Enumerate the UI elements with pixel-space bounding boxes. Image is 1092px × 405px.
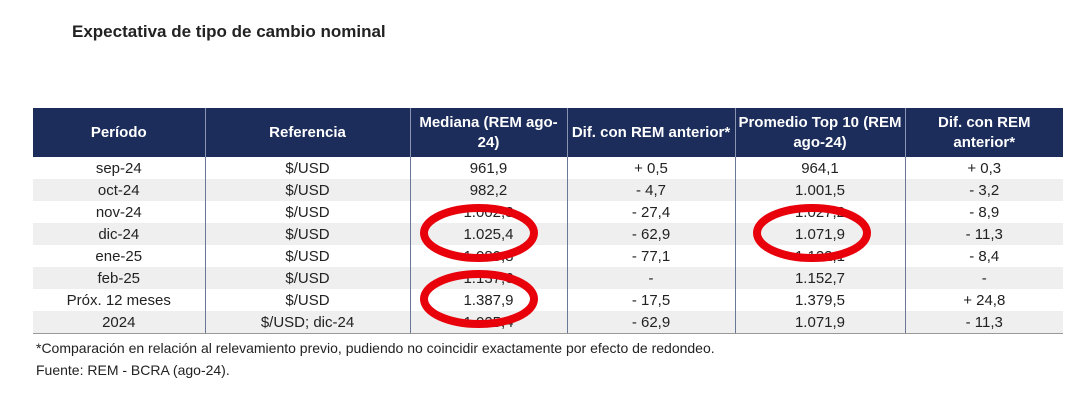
source-note: Fuente: REM - BCRA (ago-24). — [36, 362, 230, 378]
cell-reference: $/USD — [204, 289, 410, 311]
header-median: Mediana (REM ago-24) — [409, 108, 567, 157]
cell-period: 2024 — [33, 311, 205, 334]
header-reference: Referencia — [204, 108, 410, 157]
cell-diff-median: - — [566, 267, 735, 289]
cell-diff-top10: - 8,4 — [904, 245, 1063, 267]
cell-median: 1.025,4 — [409, 223, 567, 245]
cell-top10: 1.071,9 — [734, 223, 905, 245]
header-top10: Promedio Top 10 (REM ago-24) — [734, 108, 905, 157]
cell-top10: 1.027,2 — [734, 201, 905, 223]
cell-diff-median: - 77,1 — [566, 245, 735, 267]
cell-median: 982,2 — [409, 179, 567, 201]
cell-diff-top10: - 3,2 — [904, 179, 1063, 201]
cell-reference: $/USD — [204, 267, 410, 289]
cell-diff-top10: + 24,8 — [904, 289, 1063, 311]
cell-diff-median: - 27,4 — [566, 201, 735, 223]
table-row: sep-24 $/USD 961,9 + 0,5 964,1 + 0,3 — [33, 157, 1063, 179]
cell-top10: 964,1 — [734, 157, 905, 179]
cell-reference: $/USD — [204, 201, 410, 223]
cell-median: 1.080,8 — [409, 245, 567, 267]
cell-reference: $/USD — [204, 223, 410, 245]
cell-period: nov-24 — [95, 203, 142, 221]
page-title: Expectativa de tipo de cambio nominal — [72, 22, 386, 41]
table-row: Próx. 12 meses $/USD 1.387,9- 17,5 1.379,5 +… — [33, 289, 1063, 311]
cell-period: Próx. 12 meses — [66, 291, 171, 309]
cell-reference: $/USD — [204, 179, 410, 201]
cell-diff-top10: - 8,9 — [904, 201, 1063, 223]
cell-reference: $/USD; dic-24 — [204, 311, 410, 334]
cell-period: oct-24 — [33, 179, 205, 201]
cell-diff-median: - 4,7 — [566, 179, 735, 201]
cell-top10: 1.152,7 — [734, 267, 905, 289]
cell-reference: $/USD — [204, 245, 410, 267]
cell-median: 1.137,6 — [409, 267, 567, 289]
cell-top10: 1.122,1 — [734, 245, 905, 267]
cell-top10: 1.001,5 — [734, 179, 905, 201]
cell-diff-median: - 62,9 — [566, 223, 735, 245]
cell-diff-median: + 0,5 — [566, 157, 735, 179]
cell-median: 961,9 — [409, 157, 567, 179]
table-row: feb-25 $/USD 1.137,6-1.152,7- — [33, 267, 1063, 289]
cell-top10: 1.071,9 — [734, 311, 905, 334]
cell-period: dic-24 — [33, 223, 205, 245]
cell-period: sep-24 — [95, 159, 142, 177]
table-row: 2024 $/USD; dic-24 1.025,4- 62,9 1.071,9- 1… — [33, 311, 1063, 334]
exchange-rate-table: Período Referencia Mediana (REM ago-24) … — [33, 108, 1063, 334]
cell-median: 1.002,3 — [409, 201, 567, 223]
cell-median: 1.025,4 — [409, 311, 567, 334]
footnote: *Comparación en relación al relevamiento… — [36, 340, 715, 356]
table-row: oct-24 $/USD 982,2- 4,7 1.001,5- 3,2 — [33, 179, 1063, 201]
header-period: Período — [33, 108, 205, 157]
table-header-row: Período Referencia Mediana (REM ago-24) … — [33, 108, 1063, 157]
header-diff-median: Dif. con REM anterior* — [566, 108, 735, 157]
cell-diff-top10: - 11,3 — [904, 223, 1063, 245]
cell-diff-top10: - 11,3 — [904, 311, 1063, 334]
cell-top10: 1.379,5 — [734, 289, 905, 311]
cell-diff-top10: + 0,3 — [904, 157, 1063, 179]
cell-diff-median: - 62,9 — [566, 311, 735, 334]
table-row: dic-24 $/USD 1.025,4- 62,9 1.071,9- 11,3 — [33, 223, 1063, 245]
cell-diff-top10: - — [904, 267, 1063, 289]
header-diff-top10: Dif. con REM anterior* — [904, 108, 1063, 157]
table-row: nov-24 $/USD 1.002,3- 27,4 1.027,2- 8,9 — [33, 201, 1063, 223]
cell-reference: $/USD — [204, 157, 410, 179]
cell-period: feb-25 — [33, 267, 205, 289]
cell-period: ene-25 — [95, 247, 143, 265]
cell-diff-median: - 17,5 — [566, 289, 735, 311]
cell-median: 1.387,9 — [409, 289, 567, 311]
table-row: ene-25 $/USD 1.080,8- 77,1 1.122,1- 8,4 — [33, 245, 1063, 267]
